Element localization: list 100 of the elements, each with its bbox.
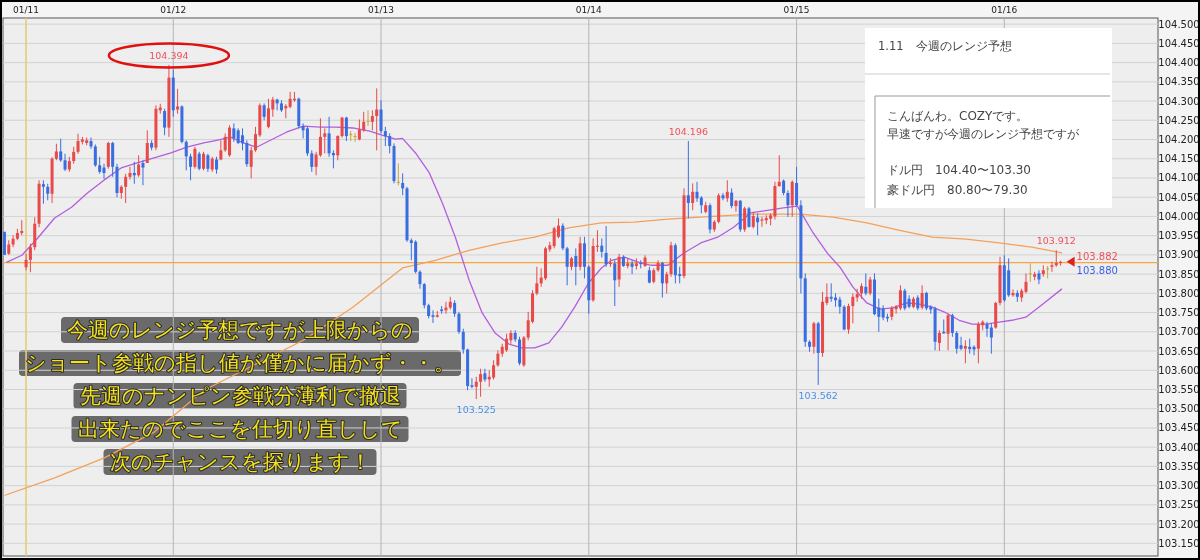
candlestick [24, 253, 28, 271]
candlestick [561, 222, 565, 251]
candlestick [457, 311, 461, 335]
candlestick [1050, 261, 1054, 273]
candlestick [695, 181, 699, 203]
y-tick-label: 103.400 [1158, 441, 1200, 453]
candlestick [388, 132, 392, 154]
candlestick [786, 189, 790, 218]
candlestick [323, 127, 327, 154]
y-tick-label: 103.350 [1158, 460, 1200, 472]
candlestick [760, 216, 764, 228]
candlestick [985, 321, 989, 338]
candlestick [249, 146, 253, 179]
candlestick [864, 272, 868, 296]
y-tick-label: 104.150 [1158, 153, 1200, 165]
candlestick [33, 216, 37, 251]
candlestick [574, 247, 578, 286]
candlestick [604, 225, 608, 268]
candlestick [950, 313, 954, 338]
candlestick [340, 116, 344, 139]
candlestick [193, 146, 197, 170]
candlestick [111, 141, 115, 178]
candlestick [401, 172, 405, 196]
candlestick [1011, 289, 1015, 298]
annotation: 早速ですが今週のレンジ予想ですが [887, 127, 1080, 141]
candlestick [128, 166, 132, 181]
y-tick-label: 103.500 [1158, 403, 1200, 415]
y-tick-label: 103.700 [1158, 326, 1200, 338]
candlestick [903, 288, 907, 311]
candlestick [93, 144, 97, 168]
candlestick [790, 179, 794, 218]
annotation: 104.196 [668, 126, 708, 138]
candlestick [145, 129, 149, 164]
candlestick [379, 99, 383, 134]
candlestick [924, 291, 928, 311]
annotation: 103.525 [456, 404, 496, 416]
candlestick [206, 153, 210, 173]
candlestick [102, 163, 106, 180]
candlestick [366, 109, 370, 127]
y-tick-label: 103.650 [1158, 345, 1200, 357]
candlestick [946, 313, 950, 351]
candlestick [691, 182, 695, 211]
candlestick [747, 206, 751, 229]
candlestick [721, 192, 725, 201]
candlestick [106, 141, 110, 170]
candlestick [349, 130, 353, 142]
y-tick-label: 103.600 [1158, 364, 1200, 376]
candlestick [937, 329, 941, 352]
y-tick-label: 104.050 [1158, 191, 1200, 203]
y-tick-label: 103.800 [1158, 287, 1200, 299]
y-tick-label: 103.200 [1158, 518, 1200, 530]
candlestick [505, 333, 509, 353]
candlestick [868, 276, 872, 296]
y-tick-label: 104.450 [1158, 37, 1200, 49]
candlestick [197, 151, 201, 171]
candlestick [743, 206, 747, 233]
candlestick [184, 139, 188, 171]
annotation: 103.912 [1036, 235, 1076, 247]
y-tick-label: 103.750 [1158, 307, 1200, 319]
annotation: 103.562 [798, 389, 838, 401]
candlestick [163, 108, 167, 136]
candlestick [124, 173, 128, 204]
candlestick [565, 246, 569, 286]
candlestick [137, 154, 141, 178]
annotation: 103.882 [1076, 250, 1118, 262]
x-tick-label: 01/11 [13, 5, 40, 15]
candlestick [59, 138, 63, 163]
candlestick [898, 284, 902, 311]
candlestick [288, 91, 292, 109]
y-tick-label: 103.150 [1158, 537, 1200, 549]
candlestick [959, 336, 963, 351]
candlestick [344, 116, 348, 142]
text: 1.11 今週のレンジ予想 [878, 39, 1012, 53]
candlestick [1046, 265, 1050, 279]
ref-line-label: 103.880 [1076, 264, 1118, 276]
candlestick [479, 368, 483, 398]
y-tick-label: 104.400 [1158, 57, 1200, 69]
candlestick [418, 269, 422, 290]
candlestick [1028, 262, 1032, 283]
candlestick [608, 257, 612, 268]
y-tick-label: 104.100 [1158, 172, 1200, 184]
y-tick-label: 104.500 [1158, 18, 1200, 30]
y-tick-label: 103.900 [1158, 249, 1200, 261]
y-tick-label: 104.300 [1158, 95, 1200, 107]
y-tick-label: 103.300 [1158, 480, 1200, 492]
x-tick-label: 01/15 [783, 5, 810, 15]
y-tick-label: 103.950 [1158, 230, 1200, 242]
candlestick [223, 132, 227, 153]
candlestick [812, 321, 816, 355]
x-tick-label: 01/13 [368, 5, 394, 15]
candlestick [613, 259, 617, 307]
candlestick [362, 111, 366, 133]
candlestick [660, 261, 664, 299]
candlestick [686, 140, 690, 219]
candlestick [11, 234, 15, 248]
candlestick [383, 126, 387, 147]
y-tick-label: 103.250 [1158, 499, 1200, 511]
candlestick [578, 236, 582, 271]
candlestick [370, 109, 374, 131]
y-tick-label: 103.450 [1158, 422, 1200, 434]
